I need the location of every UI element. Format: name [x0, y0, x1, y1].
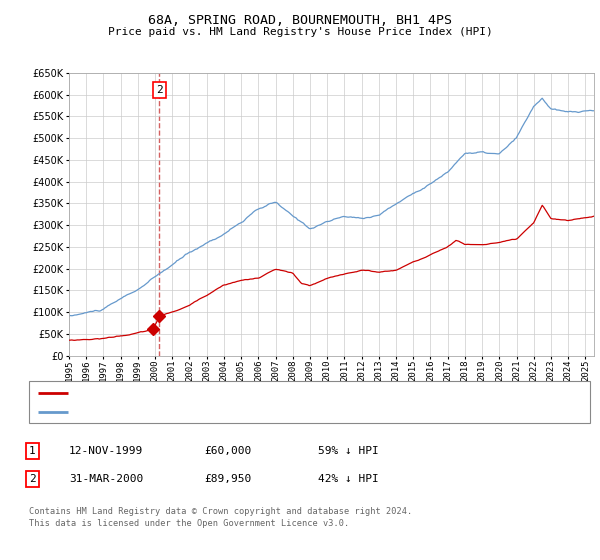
Text: 2: 2 — [29, 474, 35, 484]
Text: 1: 1 — [29, 446, 35, 456]
Text: 68A, SPRING ROAD, BOURNEMOUTH, BH1 4PS: 68A, SPRING ROAD, BOURNEMOUTH, BH1 4PS — [148, 14, 452, 27]
Text: £60,000: £60,000 — [204, 446, 251, 456]
Text: Contains HM Land Registry data © Crown copyright and database right 2024.
This d: Contains HM Land Registry data © Crown c… — [29, 507, 412, 528]
Text: 68A, SPRING ROAD, BOURNEMOUTH, BH1 4PS (detached house): 68A, SPRING ROAD, BOURNEMOUTH, BH1 4PS (… — [76, 388, 392, 397]
Text: Price paid vs. HM Land Registry's House Price Index (HPI): Price paid vs. HM Land Registry's House … — [107, 27, 493, 37]
Text: 2: 2 — [156, 85, 163, 95]
Text: 59% ↓ HPI: 59% ↓ HPI — [318, 446, 379, 456]
Text: 31-MAR-2000: 31-MAR-2000 — [69, 474, 143, 484]
Text: 42% ↓ HPI: 42% ↓ HPI — [318, 474, 379, 484]
Text: HPI: Average price, detached house, Bournemouth Christchurch and Poole: HPI: Average price, detached house, Bour… — [76, 408, 478, 417]
Text: £89,950: £89,950 — [204, 474, 251, 484]
Text: 12-NOV-1999: 12-NOV-1999 — [69, 446, 143, 456]
